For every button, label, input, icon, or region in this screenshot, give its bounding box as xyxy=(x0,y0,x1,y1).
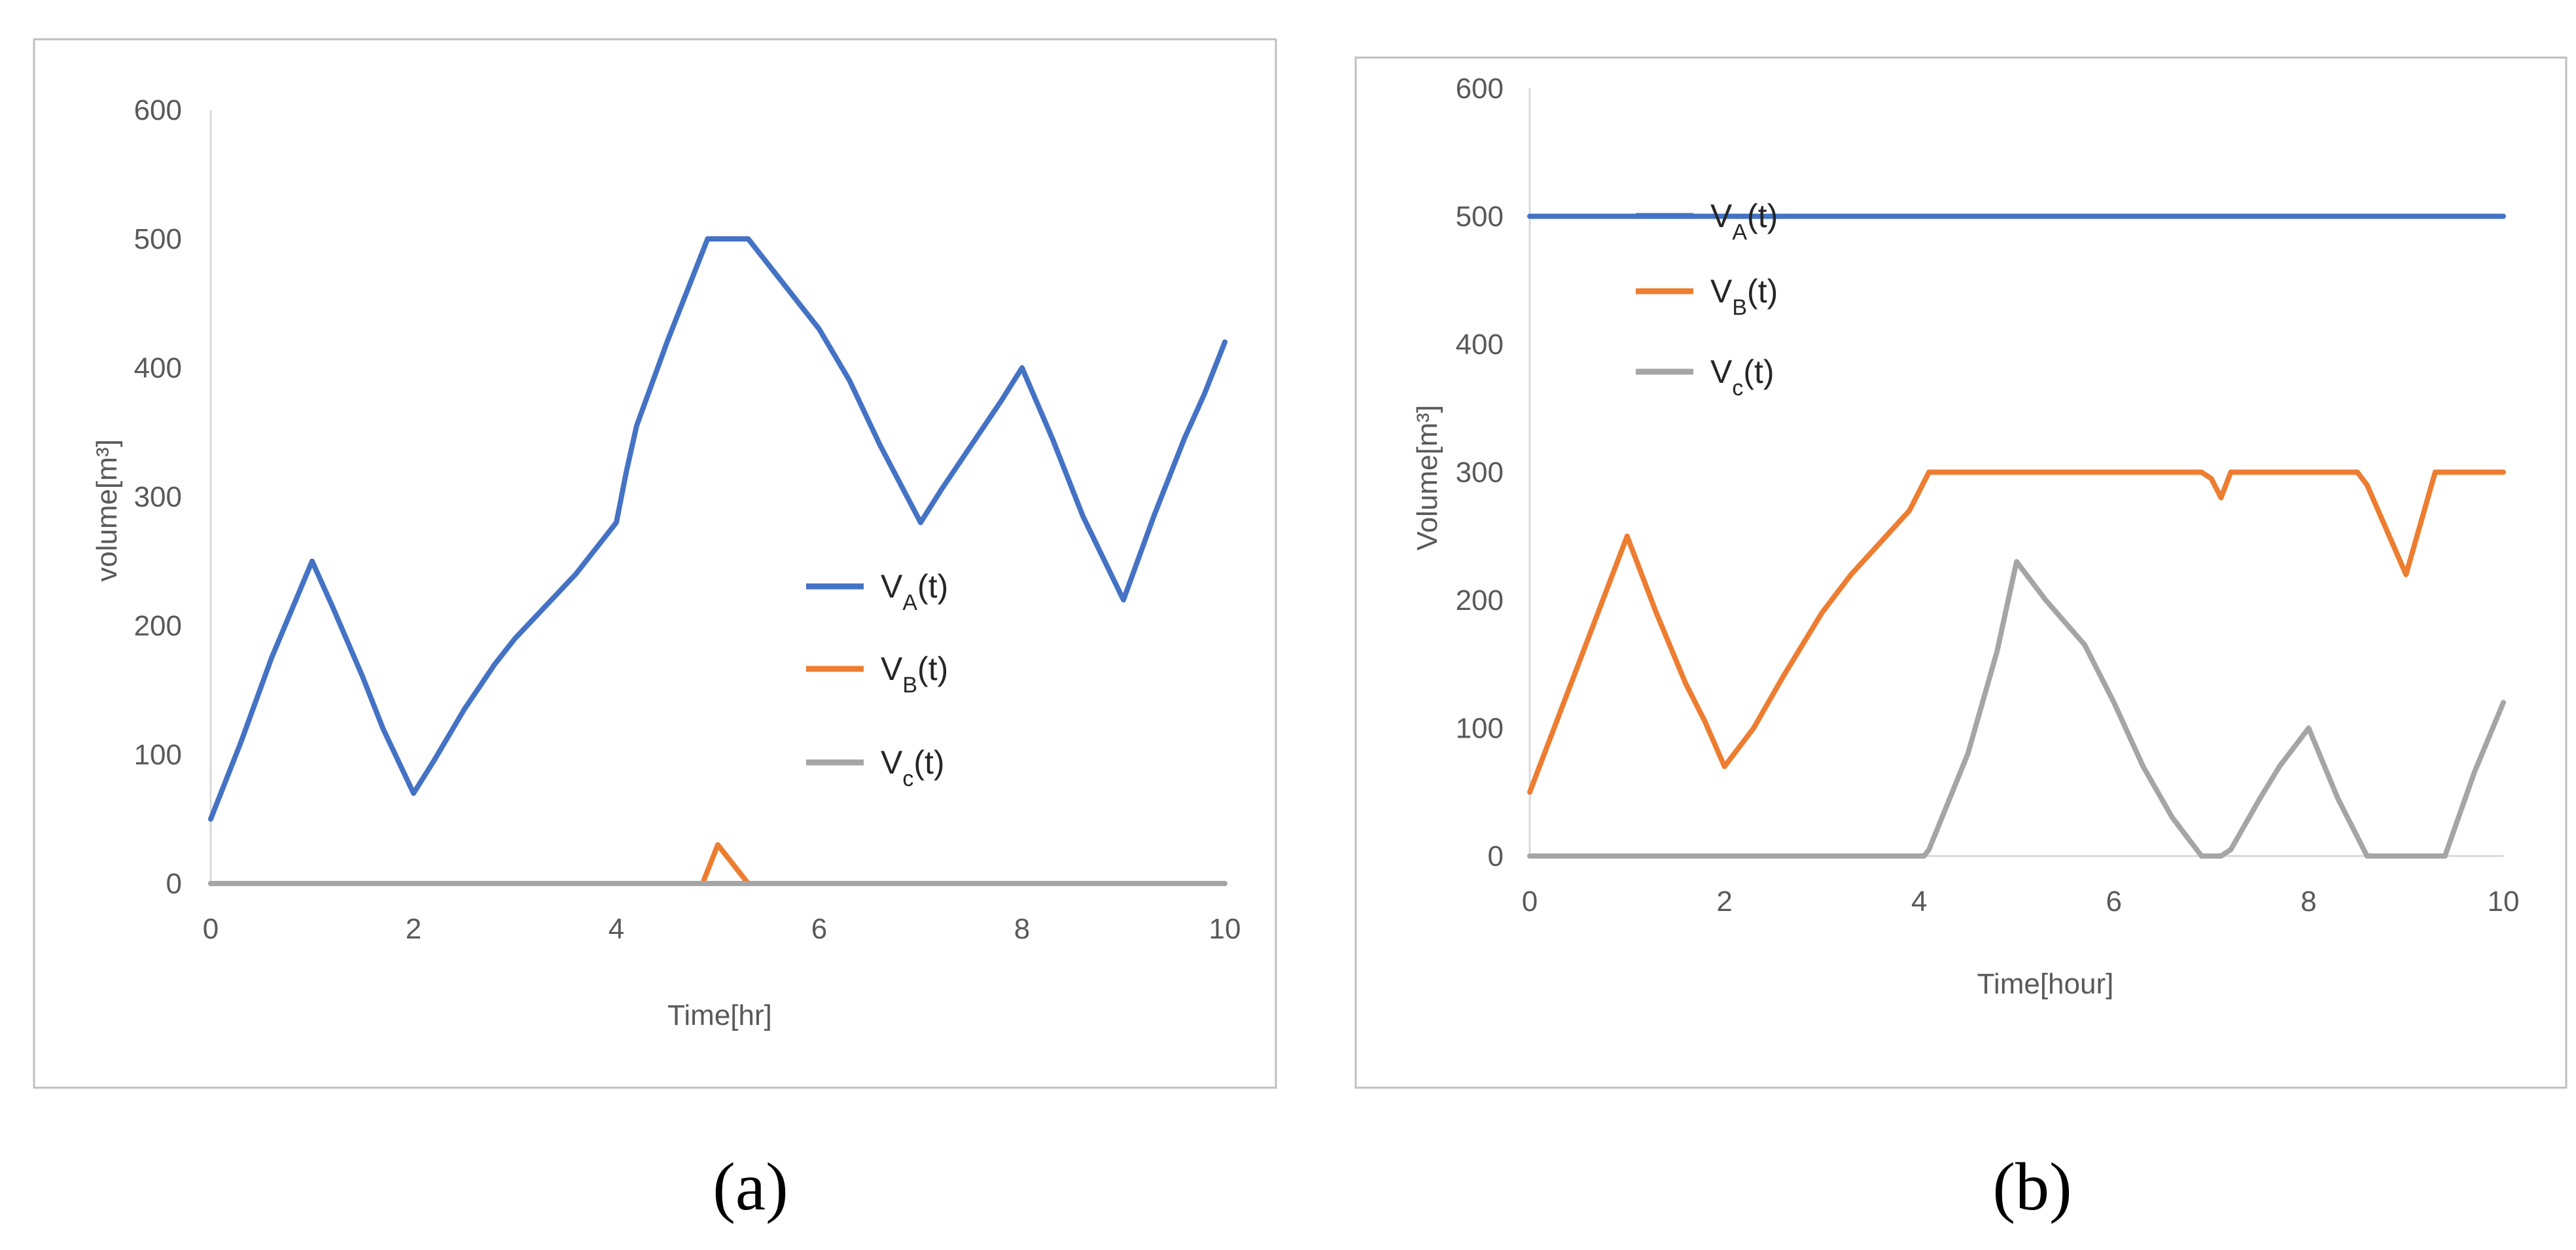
chart-a-ytick-label: 200 xyxy=(134,610,182,642)
chart-a-xlabel: Time[hr] xyxy=(667,999,772,1031)
chart-a-frame xyxy=(33,38,1277,1089)
chart-b-caption: (b) xyxy=(1992,1149,2072,1224)
chart-b-xtick-label: 10 xyxy=(2488,885,2520,918)
chart-a-ticks: 0 100 200 300 400 500 600 0 2 4 6 8 10 xyxy=(134,94,1241,945)
chart-a-legend-label-vb: VB(t) xyxy=(881,651,948,698)
chart-b-ylabel: Volume[m³] xyxy=(1411,405,1443,551)
chart-a-ytick-label: 100 xyxy=(134,739,182,771)
chart-a: 0 100 200 300 400 500 600 0 2 4 6 8 10 Time[hr] volu… xyxy=(33,38,1277,1224)
chart-b-legend-label-vb: VB(t) xyxy=(1710,273,1778,320)
chart-b-ytick-label: 200 xyxy=(1456,584,1504,616)
chart-a-ytick-label: 500 xyxy=(134,223,182,255)
chart-b-ytick-label: 400 xyxy=(1456,329,1504,361)
chart-a-series-va xyxy=(208,236,1227,822)
chart-a-legend-label-va: VA(t) xyxy=(881,568,948,615)
chart-b-xtick-label: 8 xyxy=(2301,885,2316,918)
chart-a-ytick-label: 600 xyxy=(134,94,182,126)
chart-a-xtick-label: 4 xyxy=(609,913,624,945)
chart-a-legend-label-vc: Vc(t) xyxy=(881,744,945,791)
chart-b-ytick-label: 0 xyxy=(1488,840,1504,872)
chart-a-ytick-label: 0 xyxy=(166,868,182,900)
chart-b-legend-label-va: VA(t) xyxy=(1710,198,1778,245)
chart-a-caption: (a) xyxy=(713,1149,788,1224)
chart-b-legend-label-vc: Vc(t) xyxy=(1710,353,1774,401)
chart-a-xtick-label: 0 xyxy=(203,913,219,945)
chart-a-xtick-label: 8 xyxy=(1014,913,1030,945)
chart-a-legend: VA(t) VB(t) Vc(t) xyxy=(806,568,948,791)
chart-b-xtick-label: 2 xyxy=(1716,885,1732,918)
chart-b-legend: VA(t) VB(t) Vc(t) xyxy=(1636,198,1778,401)
chart-b-series-vb xyxy=(1527,469,2506,795)
chart-b-xtick-label: 6 xyxy=(2106,885,2122,918)
chart-a-xtick-label: 2 xyxy=(406,913,421,945)
chart-a-ytick-label: 300 xyxy=(134,481,182,513)
chart-b-xtick-label: 4 xyxy=(1911,885,1927,918)
chart-a-ylabel: volume[m³] xyxy=(91,439,123,582)
chart-b-ytick-label: 500 xyxy=(1456,201,1504,233)
chart-b-ytick-label: 300 xyxy=(1456,457,1504,489)
chart-a-xtick-label: 10 xyxy=(1209,913,1241,945)
chart-b-xlabel: Time[hour] xyxy=(1977,968,2114,1000)
chart-a-ytick-label: 400 xyxy=(134,352,182,384)
chart-b-ytick-label: 600 xyxy=(1456,73,1504,105)
chart-b: 0 100 200 300 400 500 600 0 2 4 6 8 10 Time[hour] Vo… xyxy=(1354,56,2567,1224)
chart-b-frame xyxy=(1354,56,2567,1089)
chart-a-series xyxy=(208,236,1227,886)
chart-b-xtick-label: 0 xyxy=(1522,885,1538,918)
chart-b-series-vc xyxy=(1527,559,2506,859)
chart-a-xtick-label: 6 xyxy=(811,913,827,945)
chart-b-ytick-label: 100 xyxy=(1456,713,1504,745)
